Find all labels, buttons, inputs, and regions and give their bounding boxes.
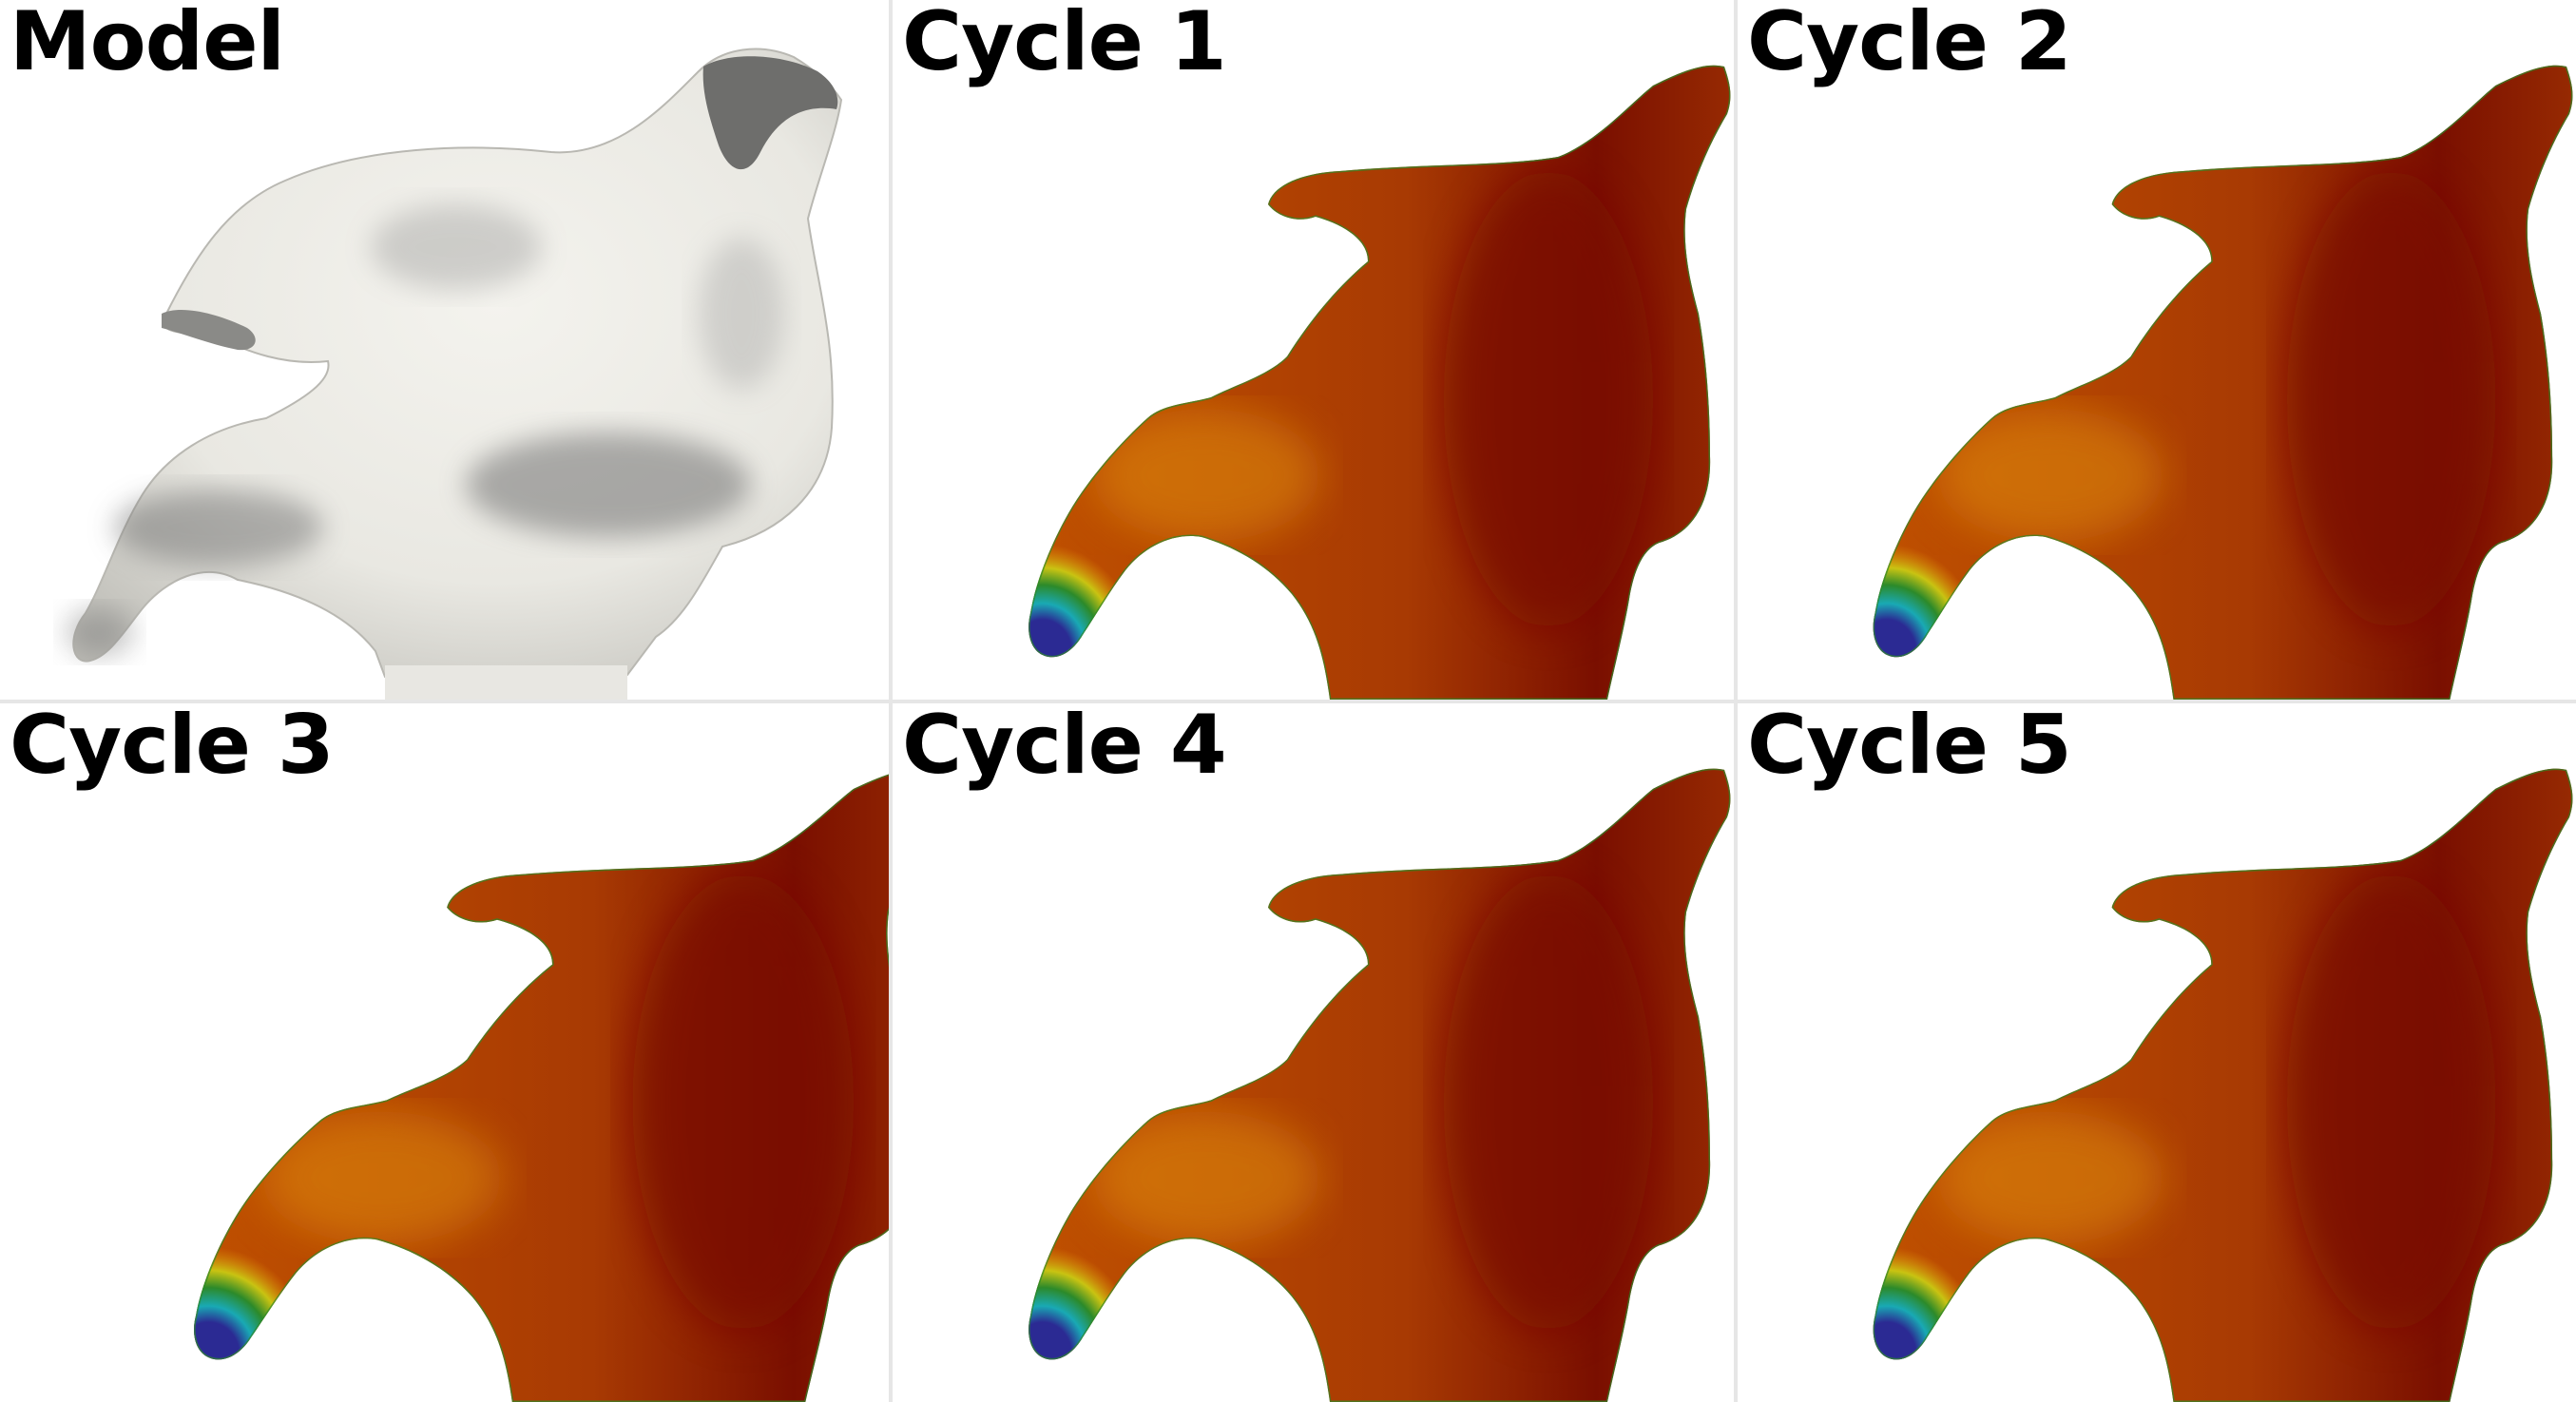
model-surface-render: [67, 48, 843, 700]
model-shadow-left: [114, 490, 323, 566]
field-slice: [1873, 65, 2573, 700]
field-render-cycle-2: [1873, 65, 2573, 700]
field-render-cycle-4: [1028, 768, 1731, 1402]
field-slice: [1873, 768, 2573, 1402]
field-render-cycle-5: [1873, 768, 2573, 1402]
field-slice: [1028, 768, 1731, 1402]
panel-cycle-2: Cycle 2: [1738, 0, 2576, 700]
model-shadow-right: [699, 238, 784, 390]
model-top-opening: [702, 56, 838, 170]
panel-title-cycle-1: Cycle 1: [902, 0, 1227, 89]
panel-cycle-4: Cycle 4: [893, 703, 1734, 1402]
panel-cycle-3: Cycle 3: [0, 703, 889, 1402]
field-slice: [1028, 65, 1731, 700]
model-bottom-stub: [385, 665, 627, 700]
panel-title-cycle-3: Cycle 3: [10, 703, 335, 793]
field-slice: [194, 768, 889, 1402]
model-shadow-tip: [67, 608, 133, 656]
model-shadow-center: [466, 432, 751, 537]
panel-cycle-1: Cycle 1: [893, 0, 1734, 700]
field-render-cycle-3: [194, 768, 889, 1402]
panel-title-cycle-4: Cycle 4: [902, 703, 1227, 793]
panel-title-cycle-2: Cycle 2: [1747, 0, 2072, 89]
model-left-opening: [162, 309, 256, 351]
field-render-cycle-1: [1028, 65, 1731, 700]
panel-title-cycle-5: Cycle 5: [1747, 703, 2072, 793]
panel-model: Model: [0, 0, 889, 700]
panel-title-model: Model: [10, 0, 285, 89]
model-shadow-upper: [371, 204, 542, 290]
panel-cycle-5: Cycle 5: [1738, 703, 2576, 1402]
